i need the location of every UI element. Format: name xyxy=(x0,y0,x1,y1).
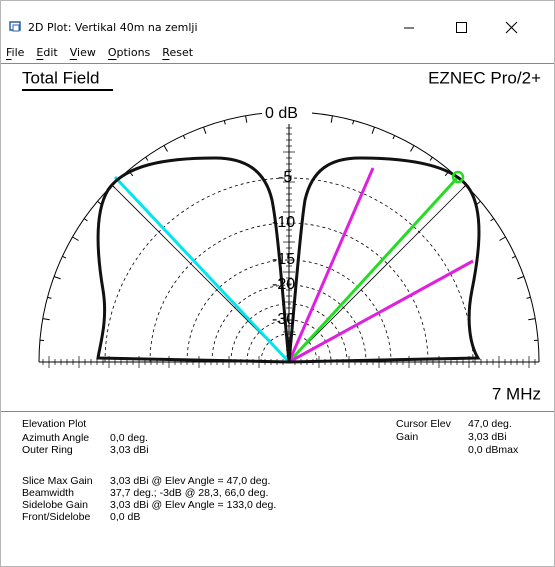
ring-label: -30 xyxy=(272,311,295,328)
radial-line xyxy=(288,184,467,363)
menu-item[interactable]: View xyxy=(70,46,96,59)
ring-tick xyxy=(53,276,61,280)
ring-tick xyxy=(163,145,168,152)
menu-item[interactable]: Reset xyxy=(162,46,193,59)
info-label: Front/Sidelobe xyxy=(22,511,90,523)
maximize-button[interactable] xyxy=(456,22,467,33)
info-label: Sidelobe Gain xyxy=(22,499,88,511)
menu-item[interactable]: Options xyxy=(108,46,151,59)
grid-ring xyxy=(246,319,332,363)
info-label: Slice Max Gain xyxy=(22,475,93,487)
info-value: 3,03 dBi xyxy=(468,431,507,443)
info-value: 47,0 deg. xyxy=(468,418,512,430)
ring-tick xyxy=(429,156,433,161)
ring-tick xyxy=(392,135,396,140)
ring-tick xyxy=(526,296,531,299)
ring-tick xyxy=(245,115,248,123)
info-label: Gain xyxy=(396,431,418,443)
grid-ring xyxy=(186,259,392,363)
window-title: 2D Plot: Vertikal 40m na zemlji xyxy=(28,21,198,34)
ring-tick xyxy=(528,318,536,321)
ring-tick xyxy=(352,120,355,125)
info-label: Outer Ring xyxy=(22,444,73,456)
ring-tick xyxy=(47,296,52,299)
ring-label: -20 xyxy=(272,276,295,293)
ring-tick xyxy=(517,276,525,280)
ring-tick xyxy=(182,135,186,140)
pattern xyxy=(96,156,481,364)
app-icon xyxy=(9,21,21,32)
menu-item[interactable]: File xyxy=(6,46,25,59)
ring-labels: 0 dB -5 -10 -15 -20 -30 xyxy=(262,104,312,328)
ring-tick xyxy=(490,218,495,222)
ring-tick xyxy=(410,145,415,152)
plot-title: Total Field xyxy=(22,68,99,87)
ring-tick xyxy=(499,236,506,241)
info-label: Elevation Plot xyxy=(22,418,86,430)
info-value: 37,7 deg.; -3dB @ 28,3, 66,0 deg. xyxy=(110,487,268,499)
info-value: 0,0 dBmax xyxy=(468,444,519,456)
info-value: 0,0 dB xyxy=(110,511,140,523)
ring-label: -5 xyxy=(278,169,292,186)
info-value: 3,03 dBi @ Elev Angle = 47,0 deg. xyxy=(110,475,270,487)
ring-tick xyxy=(145,156,149,161)
ring-tick xyxy=(62,255,67,259)
ring-label: 0 dB xyxy=(265,105,298,122)
info-panel: Elevation Plot Azimuth Angle 0,0 deg. Outer… xyxy=(22,418,519,523)
info-value: 3,03 dBi xyxy=(110,444,149,456)
info-value: 3,03 dBi @ Elev Angle = 133,0 deg. xyxy=(110,499,276,511)
ring-tick xyxy=(203,126,207,134)
info-label: Cursor Elev xyxy=(396,418,452,430)
menu-bar: File Edit View Options Reset xyxy=(6,46,194,60)
ring-label: -10 xyxy=(272,214,295,231)
info-value: 0,0 deg. xyxy=(110,432,148,444)
ring-tick xyxy=(83,218,88,222)
close-button[interactable] xyxy=(505,21,518,34)
frequency: 7 MHz xyxy=(492,384,541,403)
ring-label: -15 xyxy=(272,251,295,268)
info-label: Azimuth Angle xyxy=(22,432,89,444)
ring-tick xyxy=(72,236,79,241)
menu-item[interactable]: Edit xyxy=(36,46,58,59)
program-name: EZNEC Pro/2+ xyxy=(428,68,541,87)
ring-tick xyxy=(223,120,226,125)
info-label: Beamwidth xyxy=(22,487,74,499)
ring-tick xyxy=(511,255,516,259)
ring-tick xyxy=(330,115,333,123)
ring-tick xyxy=(42,318,50,321)
ring-tick xyxy=(371,126,375,134)
